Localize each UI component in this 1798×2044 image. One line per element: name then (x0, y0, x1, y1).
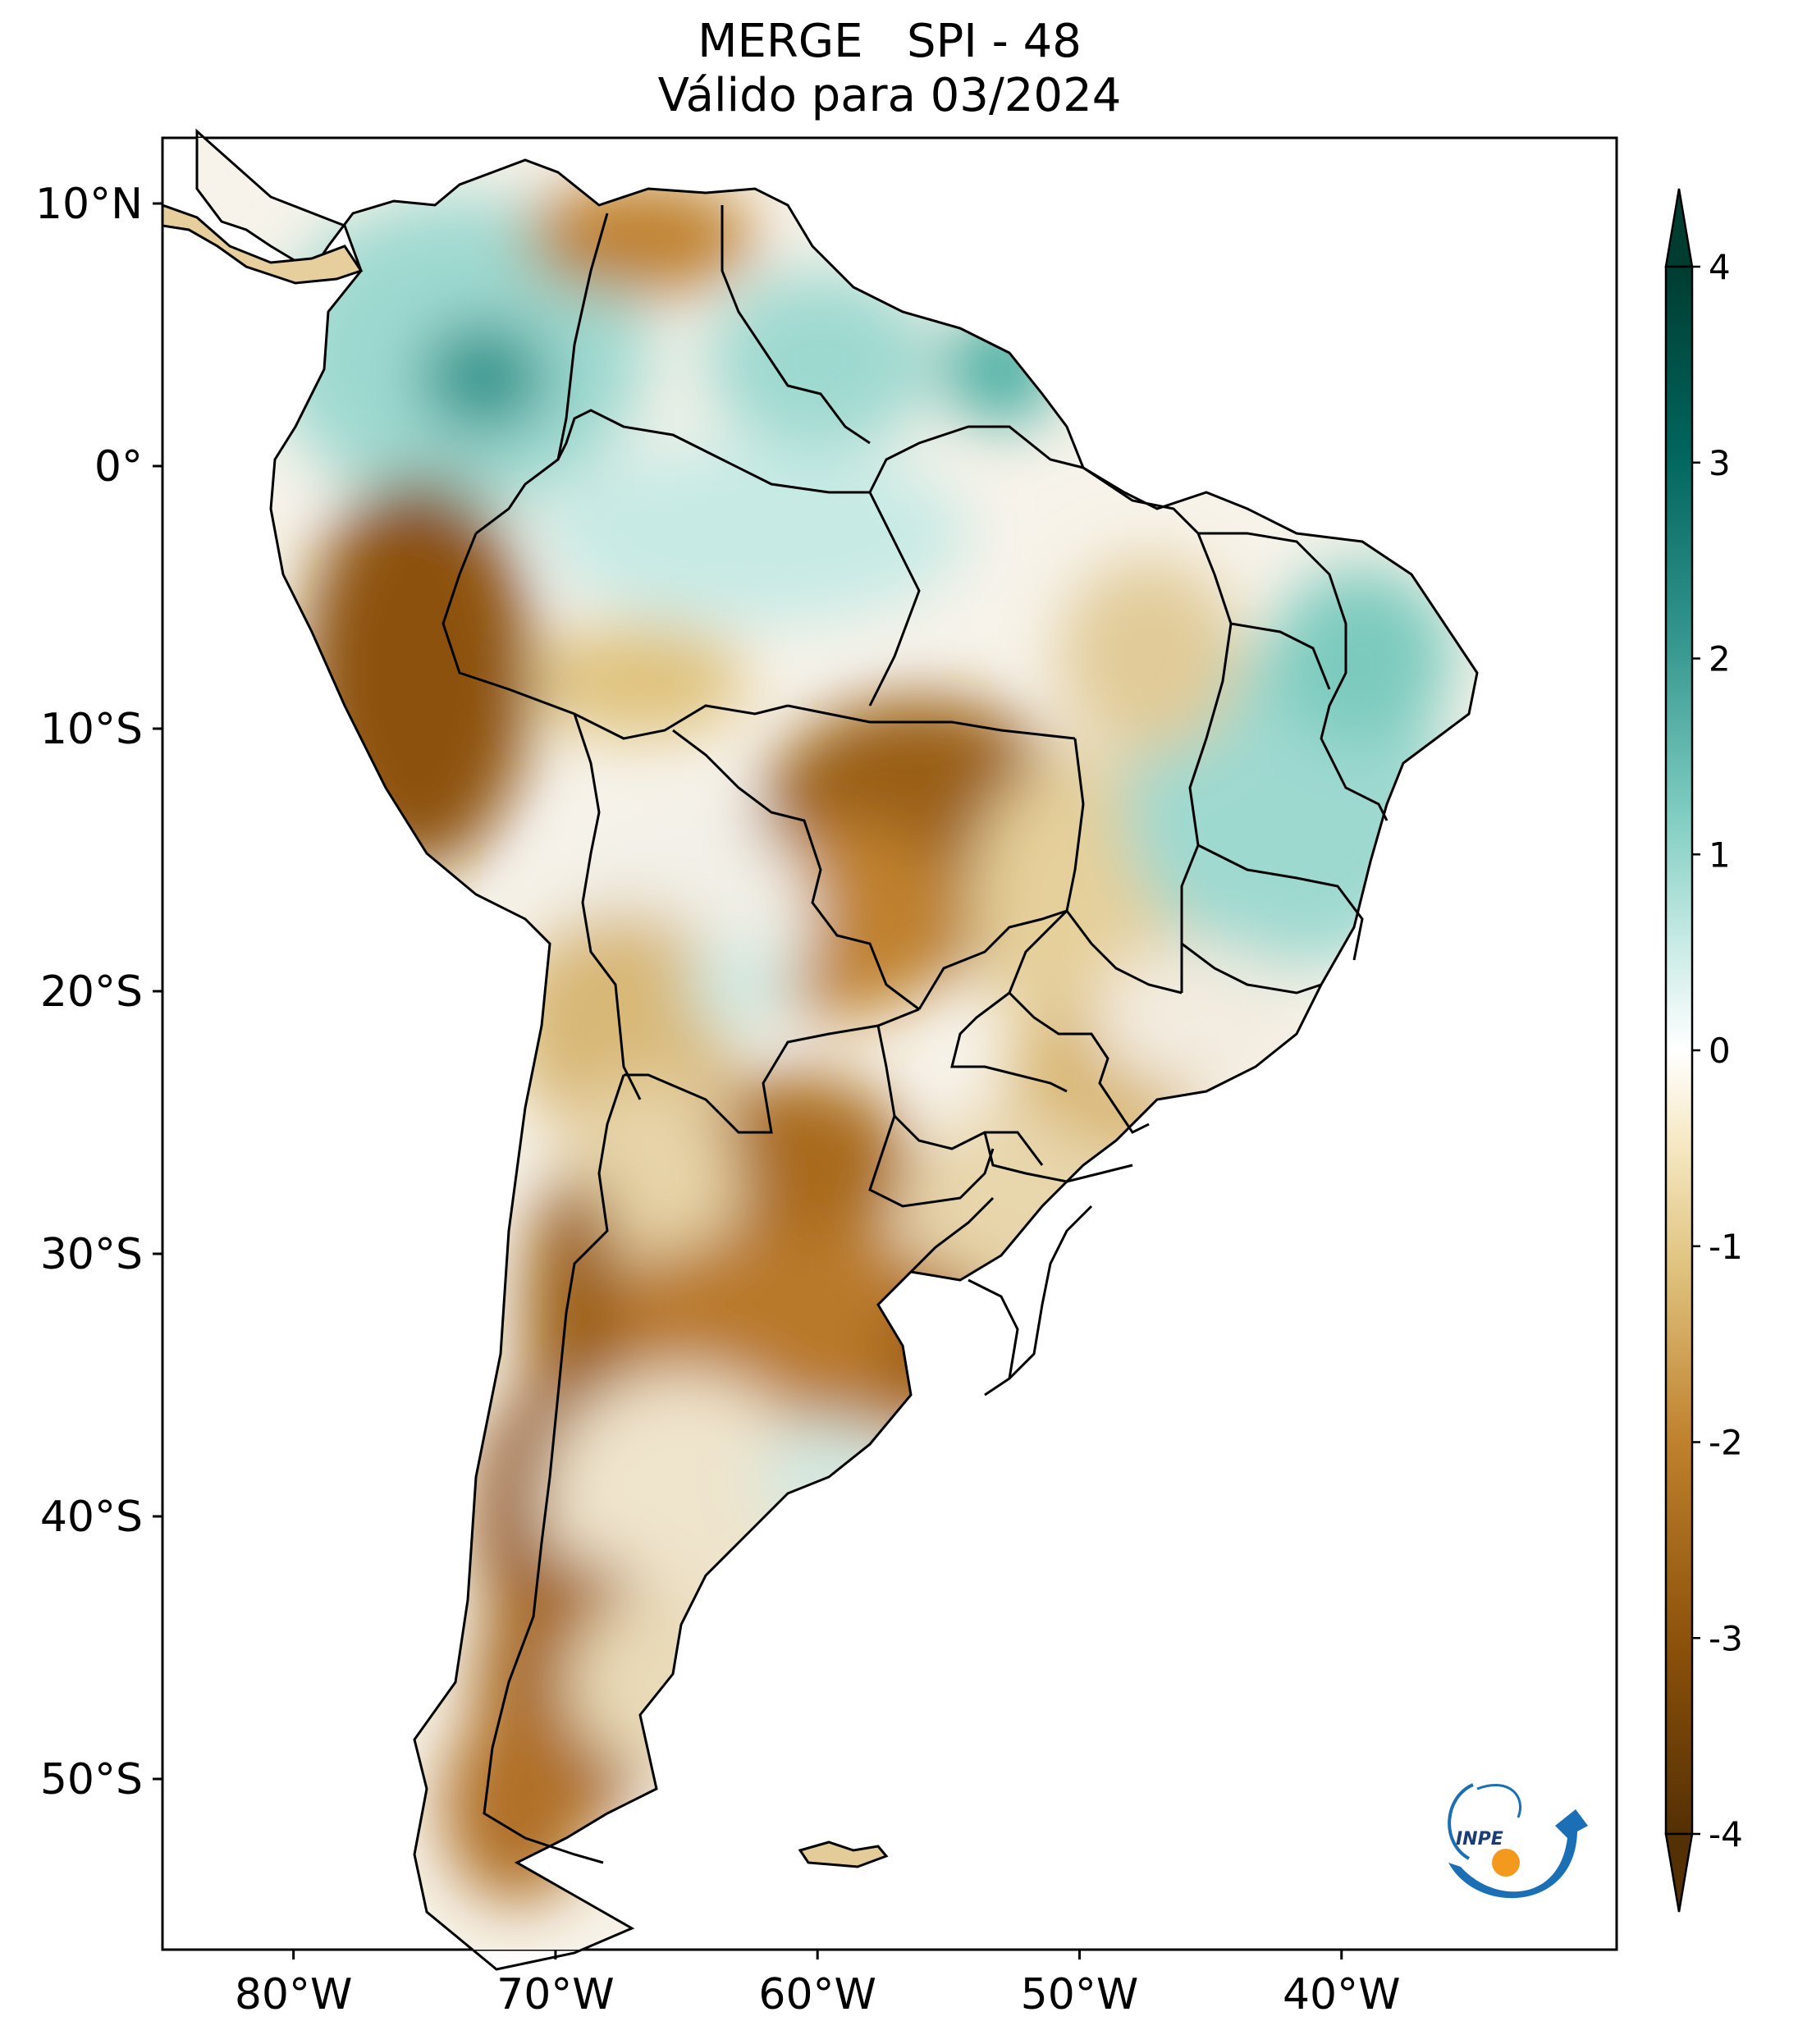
central-america (161, 203, 364, 285)
political-borders (441, 205, 1389, 1864)
lat-tick-label: 10°N (35, 180, 143, 229)
inpe-logo: INPE (1448, 1783, 1588, 1899)
logo-sun-icon (1492, 1849, 1520, 1877)
colorbar-tick-label: -3 (1709, 1618, 1743, 1658)
colorbar-tick-label: 0 (1709, 1031, 1731, 1071)
title-line-1: MERGE SPI - 48 (698, 15, 1082, 68)
lat-tick-label: 10°S (40, 705, 143, 754)
colorbar-tick-label: 4 (1709, 247, 1731, 287)
lon-tick-label: 50°W (1021, 1970, 1139, 2019)
map-title: MERGE SPI - 48 Válido para 03/2024 (162, 15, 1617, 123)
colorbar-ticks: 4 3 2 1 0 -1 -2 -3 -4 (1692, 247, 1743, 1854)
lat-tick-label: 40°S (40, 1493, 143, 1542)
longitude-axis: 80°W 70°W 60°W 50°W 40°W (235, 1950, 1401, 2019)
lon-tick-label: 80°W (235, 1970, 353, 2019)
colorbar-tick-label: 1 (1709, 835, 1731, 875)
colorbar-tick-label: 2 (1709, 639, 1731, 679)
colorbar-extend-min (1664, 1832, 1694, 1913)
lat-tick-label: 50°S (40, 1755, 143, 1804)
colorbar-tick-label: 3 (1709, 443, 1731, 483)
colorbar-gradient (1664, 265, 1694, 1836)
lat-tick-label: 20°S (40, 967, 143, 1017)
lon-tick-label: 60°W (758, 1970, 876, 2019)
colorbar-tick-label: -2 (1709, 1423, 1743, 1463)
colorbar-extend-max (1664, 188, 1694, 268)
logo-swoosh-icon (1448, 1809, 1588, 1899)
colorbar-tick-label: -4 (1709, 1814, 1743, 1854)
lon-tick-label: 70°W (496, 1970, 615, 2019)
lat-tick-label: 30°S (40, 1230, 143, 1279)
logo-arc-icon (1448, 1783, 1474, 1860)
title-line-2: Válido para 03/2024 (657, 69, 1122, 122)
colorbar: 4 3 2 1 0 -1 -2 -3 -4 (1664, 188, 1743, 1913)
lat-tick-label: 0° (94, 442, 143, 492)
latitude-axis: 10°N 0° 10°S 20°S 30°S 40°S 50°S (35, 180, 162, 1804)
logo-orbit-icon (1476, 1784, 1522, 1818)
colorbar-tick-label: -1 (1709, 1227, 1743, 1267)
lon-tick-label: 40°W (1283, 1970, 1401, 2019)
falkland-islands (798, 1841, 889, 1868)
logo-text: INPE (1456, 1829, 1503, 1850)
